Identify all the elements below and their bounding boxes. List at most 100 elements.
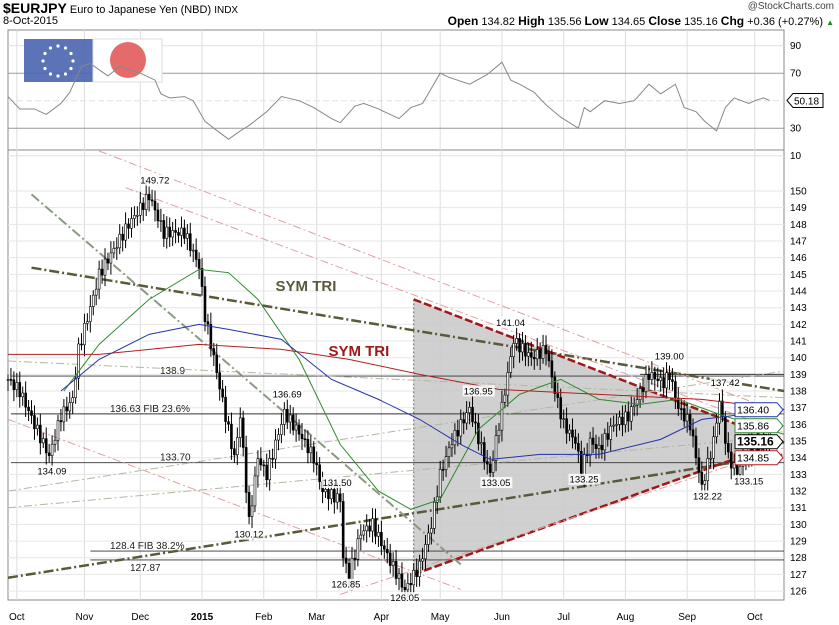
point-label: 134.09 — [37, 466, 66, 477]
candle-body — [618, 416, 621, 425]
candle-body — [447, 447, 451, 457]
candle-body — [668, 372, 671, 381]
point-label-bg — [709, 377, 742, 389]
candle-body — [221, 388, 224, 398]
level-label: 136.63 FIB 23.6% — [110, 404, 190, 415]
candle-body — [68, 402, 72, 412]
candle-body — [441, 469, 445, 471]
candle-body — [477, 422, 480, 445]
candle-body — [459, 419, 463, 437]
candle-body — [115, 247, 119, 250]
eu-star-icon — [48, 46, 53, 50]
candle-body — [97, 268, 101, 290]
candle-body — [362, 530, 366, 536]
candle-body — [456, 430, 460, 437]
candle-body — [465, 412, 468, 424]
candle-body — [133, 215, 136, 219]
price-tick-label: 130 — [790, 520, 807, 531]
candle-body — [30, 410, 33, 416]
candle-body — [647, 374, 651, 380]
candle-body — [300, 433, 304, 440]
candle-body — [468, 406, 471, 413]
trendline-gray — [30, 193, 462, 566]
candle-body — [635, 399, 639, 406]
candle-body — [191, 249, 195, 252]
price-tick-label: 144 — [790, 287, 807, 298]
candle-body — [171, 230, 174, 238]
candle-body — [638, 388, 642, 400]
candle-body — [71, 397, 74, 403]
candle-body — [424, 544, 427, 560]
point-label-bg — [653, 350, 686, 362]
candle-body — [244, 447, 248, 493]
candle-body — [603, 433, 607, 451]
candle-body — [306, 439, 310, 454]
price-tick-label: 133 — [790, 470, 807, 481]
point-label-bg — [271, 388, 304, 400]
candle-body — [374, 518, 377, 537]
candle-body — [732, 462, 736, 469]
rsi-tick-label: 90 — [790, 41, 802, 52]
candle-body — [318, 464, 321, 483]
candle-body — [712, 436, 715, 459]
trendline-olive — [7, 453, 785, 579]
symbol: $EURJPY — [3, 0, 67, 16]
candle-body — [141, 202, 145, 210]
trendline-pink — [125, 187, 785, 434]
candle-body — [612, 424, 615, 427]
candle-body — [565, 418, 568, 434]
price-tag — [734, 434, 784, 450]
candle-body — [335, 493, 339, 503]
candle-body — [391, 560, 395, 566]
candle-body — [247, 492, 251, 517]
x-tick-label: Jul — [557, 612, 570, 623]
point-label-bg — [692, 490, 725, 502]
candle-body — [438, 469, 442, 498]
point-label: 139.00 — [655, 351, 684, 362]
price-tick-label: 126 — [790, 587, 807, 598]
moving-average-ma100 — [60, 323, 785, 460]
candle-body — [644, 374, 648, 392]
candle-body — [594, 444, 598, 449]
candle-body — [109, 252, 113, 264]
candle-body — [435, 496, 439, 503]
candle-body — [118, 233, 122, 249]
level-label: 138.9 — [160, 366, 185, 377]
candle-body — [83, 323, 86, 346]
candle-body — [203, 286, 207, 322]
candle-body — [365, 525, 368, 532]
candle-body — [250, 505, 254, 517]
candle-body — [480, 442, 483, 445]
point-label: 133.15 — [734, 476, 763, 487]
close-value: 135.16 — [684, 16, 718, 28]
candle-body — [274, 439, 277, 460]
low-label: Low — [584, 14, 609, 28]
point-label: 149.72 — [140, 175, 169, 186]
candle-body — [183, 227, 186, 239]
eu-star-icon — [41, 59, 45, 63]
chart-title: $EURJPY Euro to Japanese Yen (NBD) INDX — [3, 0, 238, 16]
rsi-tick-label: 10 — [790, 151, 802, 162]
candle-body — [674, 381, 677, 399]
candle-body — [62, 406, 66, 423]
quote-bar: Open 134.82 High 135.56 Low 134.65 Close… — [448, 14, 834, 28]
candle-body — [86, 321, 89, 324]
candle-body — [377, 532, 380, 537]
candle-body — [729, 451, 733, 469]
candle-body — [624, 411, 627, 426]
sym-tri-annotation: SYM TRI — [276, 278, 337, 295]
price-tag-value: 134.85 — [737, 453, 769, 465]
candle-body — [265, 464, 269, 481]
x-tick-label: Feb — [255, 612, 273, 623]
rsi-value-tag — [786, 92, 824, 108]
candle-body — [662, 377, 665, 389]
candle-body — [632, 404, 636, 407]
candle-body — [21, 392, 25, 398]
candle-body — [94, 288, 98, 296]
candle-body — [47, 452, 51, 456]
level-label: 127.87 — [130, 563, 161, 574]
candle-body — [80, 343, 83, 346]
candle-body — [165, 226, 169, 239]
candle-body — [103, 258, 107, 276]
